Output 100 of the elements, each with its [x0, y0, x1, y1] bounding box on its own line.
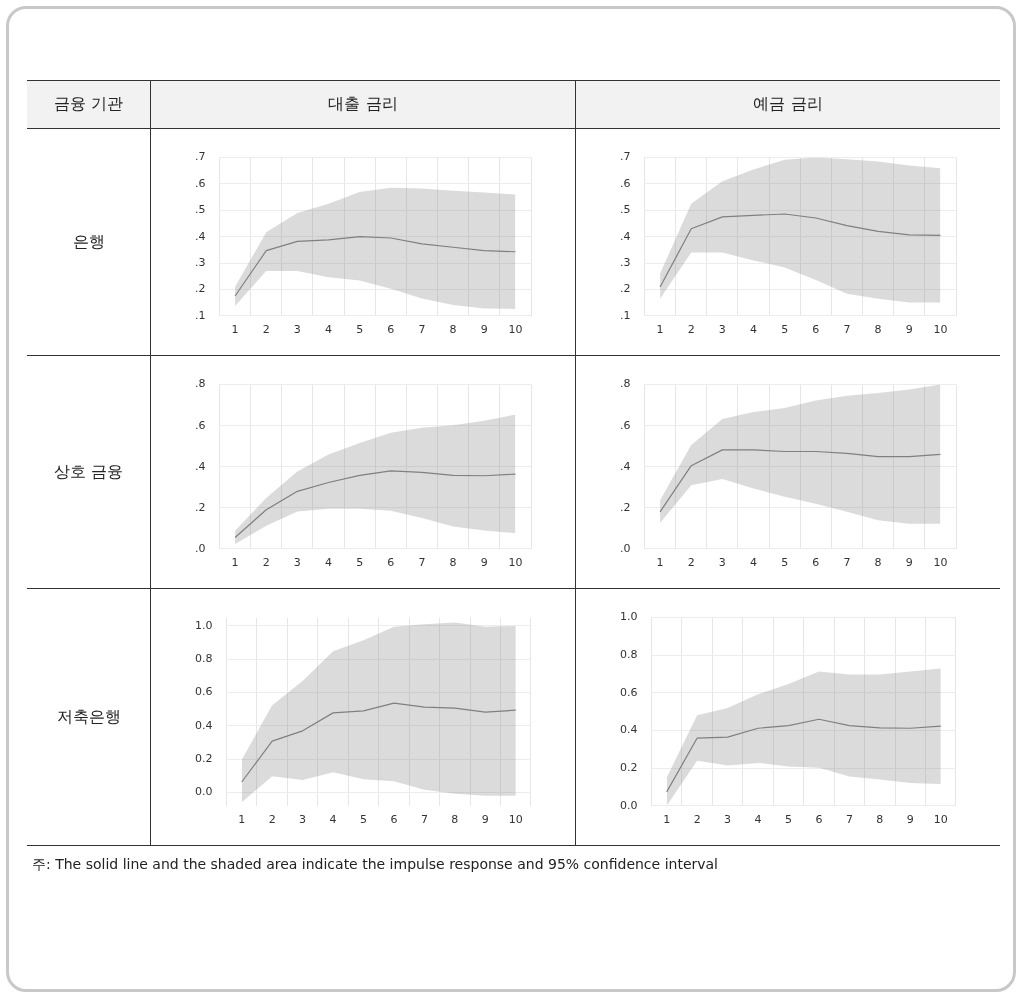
- y-tick-label: .3: [620, 255, 631, 269]
- x-tick-label: 3: [299, 813, 307, 827]
- x-tick-label: 9: [480, 556, 488, 570]
- y-tick-label: .6: [620, 176, 631, 190]
- x-tick-label: 2: [687, 556, 695, 570]
- y-tick-label: .4: [195, 229, 206, 243]
- x-tick-label: 3: [293, 556, 301, 570]
- x-tick-label: 1: [231, 556, 239, 570]
- y-tick-label: 0.0: [194, 785, 213, 799]
- y-tick-label: .6: [620, 418, 631, 432]
- y-tick-label: .1: [195, 308, 206, 322]
- text: 주: The solid line and the shaded area indicate the impulse response and 95% confidence interval: [32, 856, 718, 874]
- y-axis-title: 저축은행: [27, 588, 151, 846]
- chart-title: 예금 금리: [575, 80, 1000, 129]
- x-tick-label: 3: [718, 556, 726, 570]
- y-tick-label: .1: [620, 308, 631, 322]
- x-tick-label: 6: [812, 556, 820, 570]
- x-tick-label: 7: [418, 556, 426, 570]
- x-tick-label: 4: [754, 813, 762, 827]
- y-tick-label: .8: [195, 377, 206, 391]
- y-tick-label: .0: [195, 541, 206, 555]
- x-tick-label: 1: [231, 323, 239, 337]
- x-tick-label: 9: [906, 813, 914, 827]
- y-tick-label: .2: [195, 500, 206, 514]
- y-tick-label: .7: [195, 150, 206, 164]
- y-tick-label: 0.8: [619, 648, 638, 662]
- y-tick-label: .2: [195, 282, 206, 296]
- y-tick-label: 0.6: [619, 685, 638, 699]
- x-tick-label: 7: [843, 556, 851, 570]
- x-tick-label: 6: [815, 813, 823, 827]
- y-axis-title: 상호 금융: [27, 355, 151, 589]
- y-tick-label: 1.0: [194, 618, 213, 632]
- y-tick-label: .7: [620, 150, 631, 164]
- x-tick-label: 5: [785, 813, 793, 827]
- y-tick-label: .3: [195, 255, 206, 269]
- x-tick-label: 2: [262, 323, 270, 337]
- x-tick-label: 4: [329, 813, 337, 827]
- x-tick-label: 5: [356, 556, 364, 570]
- x-tick-label: 5: [360, 813, 368, 827]
- x-tick-label: 7: [845, 813, 853, 827]
- y-tick-label: .2: [620, 282, 631, 296]
- x-tick-label: 8: [449, 556, 457, 570]
- x-tick-label: 7: [420, 813, 428, 827]
- x-tick-label: 2: [262, 556, 270, 570]
- x-tick-label: 8: [874, 323, 882, 337]
- x-tick-label: 1: [656, 323, 664, 337]
- x-tick-label: 8: [874, 556, 882, 570]
- x-tick-label: 10: [933, 813, 948, 827]
- x-tick-label: 8: [876, 813, 884, 827]
- x-tick-label: 10: [933, 556, 948, 570]
- x-tick-label: 3: [293, 323, 301, 337]
- x-tick-label: 4: [750, 323, 758, 337]
- y-tick-label: .8: [620, 377, 631, 391]
- y-tick-label: 1.0: [619, 610, 638, 624]
- y-tick-label: 0.2: [194, 752, 213, 766]
- x-tick-label: 10: [508, 556, 523, 570]
- x-tick-label: 8: [449, 323, 457, 337]
- x-tick-label: 1: [663, 813, 671, 827]
- y-tick-label: 0.2: [619, 761, 638, 775]
- x-tick-label: 4: [325, 556, 333, 570]
- y-tick-label: .2: [620, 500, 631, 514]
- x-tick-label: 2: [687, 323, 695, 337]
- x-tick-label: 3: [724, 813, 732, 827]
- x-tick-label: 8: [451, 813, 459, 827]
- x-tick-label: 6: [387, 556, 395, 570]
- y-tick-label: .5: [620, 203, 631, 217]
- x-tick-label: 6: [390, 813, 398, 827]
- y-tick-label: .0: [620, 541, 631, 555]
- x-tick-label: 7: [843, 323, 851, 337]
- y-tick-label: 0.6: [194, 685, 213, 699]
- x-tick-label: 1: [656, 556, 664, 570]
- y-tick-label: .4: [195, 459, 206, 473]
- x-tick-label: 1: [238, 813, 246, 827]
- text: 금융 기관: [27, 80, 151, 129]
- y-tick-label: 0.0: [619, 798, 638, 812]
- chart-title: 대출 금리: [150, 80, 576, 129]
- x-tick-label: 2: [693, 813, 701, 827]
- y-tick-label: .4: [620, 459, 631, 473]
- y-tick-label: .6: [195, 418, 206, 432]
- x-tick-label: 9: [481, 813, 489, 827]
- y-tick-label: 0.8: [194, 652, 213, 666]
- x-tick-label: 4: [325, 323, 333, 337]
- x-tick-label: 9: [905, 556, 913, 570]
- y-tick-label: .6: [195, 176, 206, 190]
- y-tick-label: 0.4: [619, 723, 638, 737]
- x-tick-label: 7: [418, 323, 426, 337]
- x-tick-label: 10: [933, 323, 948, 337]
- x-tick-label: 6: [812, 323, 820, 337]
- x-tick-label: 2: [268, 813, 276, 827]
- x-tick-label: 3: [718, 323, 726, 337]
- x-tick-label: 5: [781, 556, 789, 570]
- y-tick-label: .4: [620, 229, 631, 243]
- y-tick-label: 0.4: [194, 718, 213, 732]
- x-tick-label: 5: [781, 323, 789, 337]
- x-tick-label: 9: [905, 323, 913, 337]
- x-tick-label: 5: [356, 323, 364, 337]
- x-tick-label: 10: [508, 813, 523, 827]
- x-tick-label: 6: [387, 323, 395, 337]
- x-tick-label: 10: [508, 323, 523, 337]
- x-tick-label: 9: [480, 323, 488, 337]
